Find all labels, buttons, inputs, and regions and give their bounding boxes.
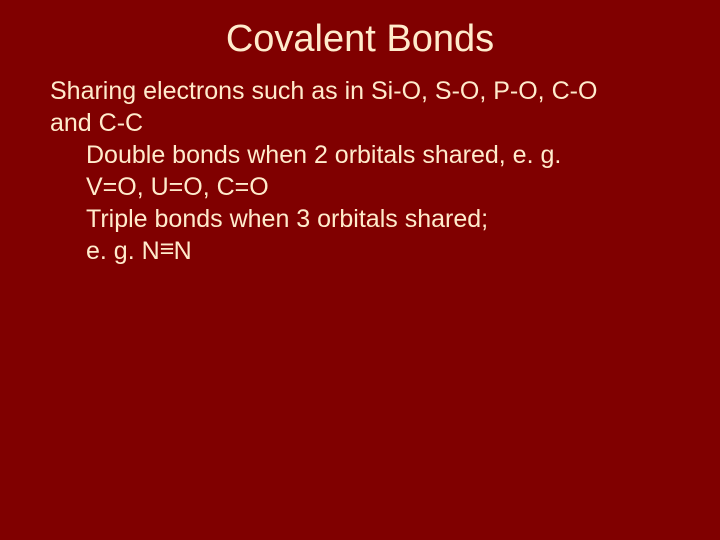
triple-bond-symbol <box>160 235 174 267</box>
text-part: e. g. N <box>86 237 160 265</box>
body-line: Triple bonds when 3 orbitals shared; <box>86 203 680 235</box>
body-line: Double bonds when 2 orbitals shared, e. … <box>86 139 680 171</box>
slide-title: Covalent Bonds <box>40 18 680 61</box>
body-line-triple: e. g. N N <box>86 235 680 267</box>
body-line: Sharing electrons such as in Si-O, S-O, … <box>50 75 680 107</box>
body-line: V=O, U=O, C=O <box>86 171 680 203</box>
body-line: and C-C <box>50 107 680 139</box>
slide-body: Sharing electrons such as in Si-O, S-O, … <box>50 75 680 267</box>
text-part: N <box>174 237 192 265</box>
slide: Covalent Bonds Sharing electrons such as… <box>0 0 720 540</box>
